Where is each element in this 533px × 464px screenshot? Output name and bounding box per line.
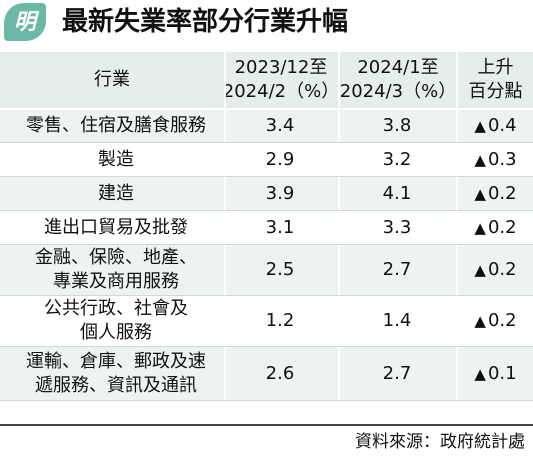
increase-number: 0.3 (487, 148, 517, 170)
industry-line: 製造 (98, 148, 134, 170)
period2-value: 1.4 (382, 310, 412, 331)
increase-value: ▲ 0.2 (458, 211, 533, 244)
period1-value: 3.4 (265, 115, 295, 136)
industry-line: 運輸、倉庫、郵政及速 (26, 350, 206, 372)
header-period-1: 2023/12至 2024/2（%） (222, 52, 340, 108)
industry-line: 進出口貿易及批發 (44, 216, 188, 238)
industry-line: 專業及商用服務 (53, 271, 179, 292)
row-divider (0, 400, 533, 401)
increase-value: ▲ 0.4 (458, 110, 533, 142)
period2-value: 2.7 (382, 362, 412, 384)
period2-value: 4.1 (382, 182, 412, 204)
period1-value: 2.6 (265, 362, 295, 384)
up-triangle-icon: ▲ (474, 218, 486, 237)
table-row (0, 143, 533, 176)
industry-cell: 公共行政、社會及 個人服務 (6, 296, 226, 346)
header-line: 行業 (94, 69, 130, 90)
up-triangle-icon: ▲ (474, 364, 486, 383)
increase-number: 0.4 (487, 115, 517, 136)
increase-value: ▲ 0.2 (458, 296, 533, 346)
row-divider (0, 142, 533, 143)
title-bar: 明 最新失業率部分行業升幅 (0, 0, 533, 44)
table-row (0, 177, 533, 210)
period1-value: 2.5 (265, 259, 295, 280)
industry-line: 零售、住宿及膳食服務 (26, 115, 206, 136)
up-triangle-icon: ▲ (474, 312, 486, 330)
industry-cell: 運輸、倉庫、郵政及速 遞服務、資訊及通訊 (6, 347, 226, 400)
period1-value: 2.9 (265, 148, 295, 170)
up-triangle-icon: ▲ (474, 184, 486, 203)
increase-number: 0.2 (487, 216, 517, 238)
up-triangle-icon: ▲ (474, 150, 486, 169)
row-divider (0, 176, 533, 177)
period2-value: 2.7 (382, 259, 412, 280)
table-header-band (0, 52, 533, 108)
table-row (0, 211, 533, 244)
period1-value: 3.1 (265, 216, 295, 238)
table-row (0, 245, 533, 295)
header-industry: 行業 (0, 52, 224, 108)
increase-number: 0.1 (487, 362, 517, 384)
column-separator (338, 52, 340, 424)
table-row (0, 296, 533, 346)
period1-value: 1.2 (265, 310, 295, 331)
header-line: 2024/1至 (357, 57, 439, 78)
period2-value: 3.8 (382, 115, 412, 136)
header-period-2: 2024/1至 2024/3（%） (340, 52, 456, 108)
table-row (0, 347, 533, 400)
row-divider (0, 295, 533, 296)
header-line: 2023/12至 (234, 57, 328, 78)
up-triangle-icon: ▲ (474, 261, 486, 279)
table-row (0, 110, 533, 142)
industry-line: 個人服務 (80, 322, 152, 343)
row-divider (0, 244, 533, 245)
header-line: 百分點 (468, 81, 523, 102)
increase-number: 0.2 (487, 310, 517, 331)
industry-line: 公共行政、社會及 (44, 298, 188, 319)
industry-cell: 製造 (6, 143, 226, 176)
industry-cell: 金融、保險、地產、 專業及商用服務 (6, 245, 226, 295)
row-divider (0, 210, 533, 211)
increase-number: 0.2 (487, 259, 517, 280)
mingpao-logo-icon: 明 (4, 3, 46, 41)
increase-value: ▲ 0.3 (458, 143, 533, 176)
increase-value: ▲ 0.2 (458, 177, 533, 210)
industry-cell: 建造 (6, 177, 226, 210)
up-triangle-icon: ▲ (474, 117, 486, 135)
row-divider (0, 346, 533, 347)
column-separator (456, 52, 458, 424)
period1-value: 3.9 (265, 182, 295, 204)
industry-line: 遞服務、資訊及通訊 (35, 374, 197, 396)
industry-line: 金融、保險、地產、 (35, 247, 197, 268)
column-separator (224, 52, 226, 424)
increase-number: 0.2 (487, 182, 517, 204)
logo-text: 明 (13, 9, 36, 35)
industry-line: 建造 (98, 182, 134, 204)
header-line: 2024/2（%） (222, 81, 340, 102)
industry-cell: 進出口貿易及批發 (6, 211, 226, 244)
increase-value: ▲ 0.1 (458, 347, 533, 400)
header-line: 2024/3（%） (339, 81, 457, 102)
bottom-divider (0, 424, 533, 426)
increase-value: ▲ 0.2 (458, 245, 533, 295)
page-title: 最新失業率部分行業升幅 (62, 7, 349, 37)
period2-value: 3.2 (382, 148, 412, 170)
header-line: 上升 (477, 57, 514, 78)
industry-cell: 零售、住宿及膳食服務 (6, 110, 226, 142)
period2-value: 3.3 (382, 216, 412, 238)
header-increase: 上升 百分點 (458, 52, 533, 108)
source-note: 資料來源：政府統計處 (355, 432, 525, 452)
